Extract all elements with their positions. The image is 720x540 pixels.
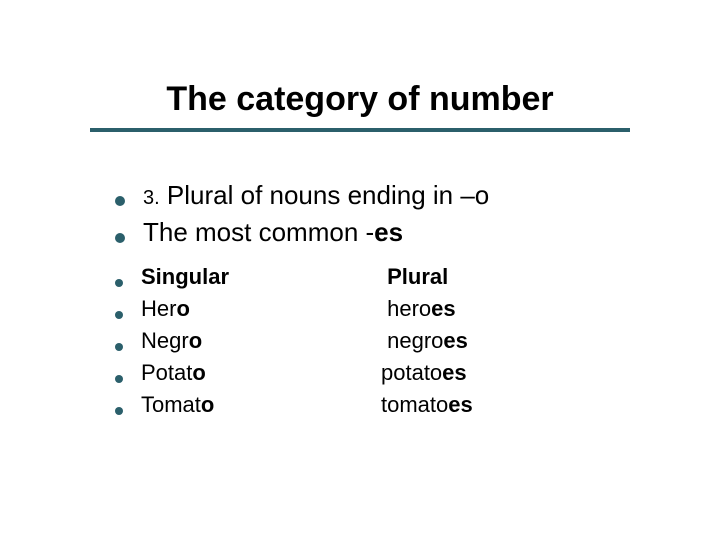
- item-number: 3.: [143, 187, 160, 209]
- table-pair: Potatopotatoes: [141, 360, 660, 386]
- table-row: Tomatotomatoes: [115, 392, 660, 418]
- bullet-icon: [115, 233, 125, 243]
- table-rows: Hero heroesNegro negroesPotatopotatoesTo…: [115, 296, 660, 418]
- table-pair: Tomatotomatoes: [141, 392, 660, 418]
- singular-cell: Tomato: [141, 392, 381, 418]
- singular-cell: Negro: [141, 328, 381, 354]
- slide-content: 3. Plural of nouns ending in –o The most…: [115, 180, 660, 424]
- table-pair: Hero heroes: [141, 296, 660, 322]
- line2-bold: es: [374, 217, 403, 247]
- list-item-text: 3. Plural of nouns ending in –o: [143, 180, 489, 211]
- bullet-line-1: 3. Plural of nouns ending in –o: [115, 180, 660, 211]
- slide: The category of number 3. Plural of noun…: [0, 0, 720, 540]
- slide-title: The category of number: [0, 80, 720, 119]
- header-plural-text: Plural: [387, 264, 448, 289]
- header-plural: Plural: [381, 264, 660, 290]
- spacer: [115, 254, 660, 264]
- plural-cell: negroes: [381, 328, 660, 354]
- header-singular-text: Singular: [141, 264, 229, 289]
- table-pair: Singular Plural: [141, 264, 660, 290]
- item-rest: Plural of nouns ending in –o: [160, 180, 490, 210]
- bullet-icon: [115, 311, 123, 319]
- plural-cell: tomatoes: [381, 392, 660, 418]
- table-header-row: Singular Plural: [115, 264, 660, 290]
- header-singular: Singular: [141, 264, 381, 290]
- plural-cell: heroes: [381, 296, 660, 322]
- plural-cell: potatoes: [381, 360, 660, 386]
- table-row: Negro negroes: [115, 328, 660, 354]
- line2-a: The most common -: [143, 217, 374, 247]
- bullet-icon: [115, 343, 123, 351]
- bullet-line-2: The most common -es: [115, 217, 660, 248]
- bullet-icon: [115, 375, 123, 383]
- table-row: Potatopotatoes: [115, 360, 660, 386]
- table-pair: Negro negroes: [141, 328, 660, 354]
- bullet-icon: [115, 407, 123, 415]
- bullet-icon: [115, 196, 125, 206]
- singular-cell: Potato: [141, 360, 381, 386]
- list-item-text: The most common -es: [143, 217, 403, 248]
- singular-cell: Hero: [141, 296, 381, 322]
- title-underline: [90, 128, 630, 132]
- table-row: Hero heroes: [115, 296, 660, 322]
- bullet-icon: [115, 279, 123, 287]
